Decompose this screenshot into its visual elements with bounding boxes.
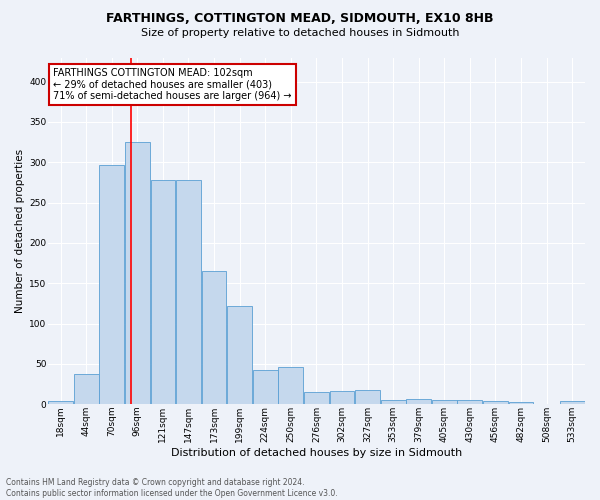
- Bar: [432, 400, 457, 404]
- Bar: [381, 400, 406, 404]
- Bar: [329, 392, 355, 404]
- Bar: [509, 402, 533, 404]
- Bar: [355, 390, 380, 404]
- Bar: [74, 374, 98, 404]
- X-axis label: Distribution of detached houses by size in Sidmouth: Distribution of detached houses by size …: [171, 448, 462, 458]
- Bar: [483, 401, 508, 404]
- Bar: [560, 401, 584, 404]
- Bar: [457, 400, 482, 404]
- Bar: [202, 271, 226, 404]
- Bar: [304, 392, 329, 404]
- Bar: [176, 180, 201, 404]
- Y-axis label: Number of detached properties: Number of detached properties: [15, 149, 25, 313]
- Bar: [125, 142, 150, 404]
- Text: FARTHINGS COTTINGTON MEAD: 102sqm
← 29% of detached houses are smaller (403)
71%: FARTHINGS COTTINGTON MEAD: 102sqm ← 29% …: [53, 68, 292, 101]
- Bar: [48, 401, 73, 404]
- Bar: [100, 164, 124, 404]
- Bar: [278, 367, 303, 404]
- Text: Contains HM Land Registry data © Crown copyright and database right 2024.
Contai: Contains HM Land Registry data © Crown c…: [6, 478, 338, 498]
- Bar: [227, 306, 252, 404]
- Bar: [151, 180, 175, 404]
- Bar: [253, 370, 278, 404]
- Text: FARTHINGS, COTTINGTON MEAD, SIDMOUTH, EX10 8HB: FARTHINGS, COTTINGTON MEAD, SIDMOUTH, EX…: [106, 12, 494, 26]
- Bar: [406, 400, 431, 404]
- Text: Size of property relative to detached houses in Sidmouth: Size of property relative to detached ho…: [141, 28, 459, 38]
